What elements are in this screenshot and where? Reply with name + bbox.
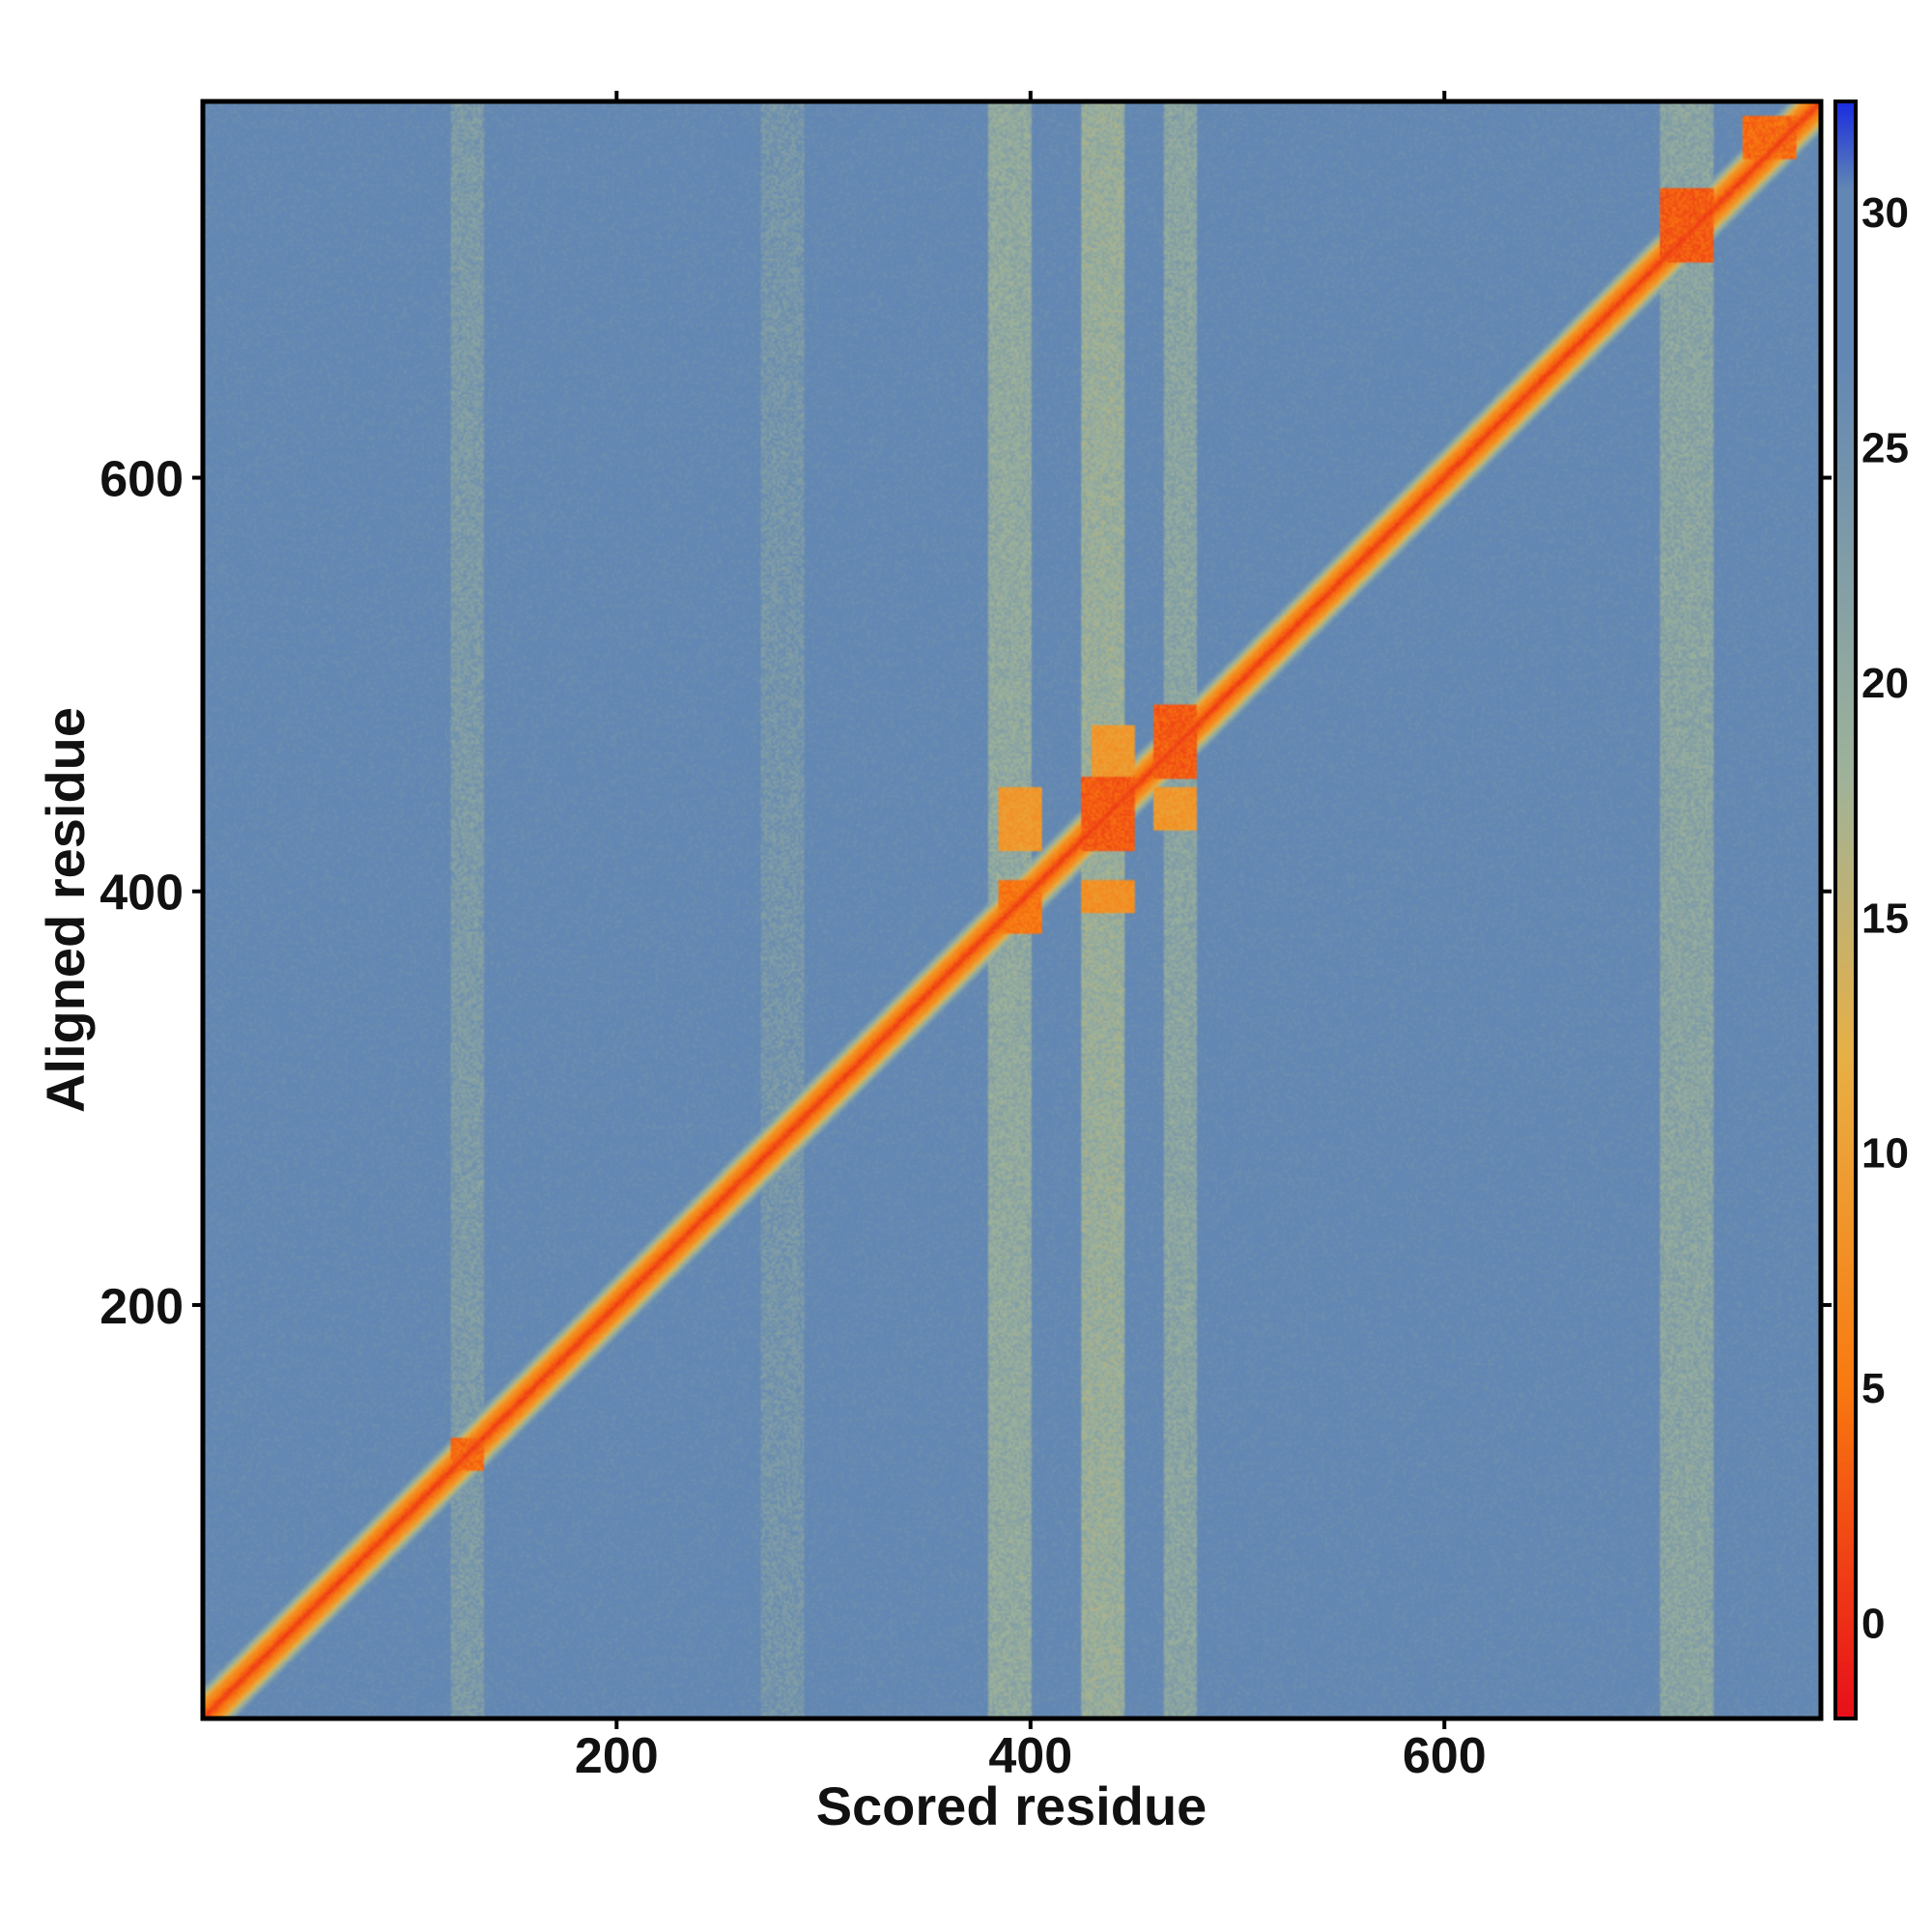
x-tick-label: 400	[988, 1728, 1072, 1784]
y-axis-label: Aligned residue	[35, 707, 96, 1113]
x-axis-top-ticks	[614, 91, 1447, 101]
heatmap-cells	[205, 103, 1819, 1717]
y-axis-ticks: 200 400 600	[99, 452, 203, 1335]
y-tick-label: 200	[99, 1279, 184, 1335]
colorbar-tick-label: 0	[1861, 1601, 1885, 1648]
x-axis-label: Scored residue	[816, 1776, 1208, 1836]
x-tick-label: 200	[575, 1728, 659, 1784]
colorbar-ticks: 0 5 10 15 20 25 30	[1861, 189, 1909, 1648]
colorbar-tick-label: 25	[1861, 424, 1909, 471]
colorbar-gradient	[1837, 103, 1854, 1717]
colorbar-tick-label: 10	[1861, 1130, 1909, 1178]
colorbar-tick-label: 15	[1861, 895, 1909, 942]
colorbar-tick-label: 5	[1861, 1365, 1885, 1412]
x-tick-label: 600	[1403, 1728, 1487, 1784]
y-tick-label: 400	[99, 866, 184, 922]
colorbar-frame	[1833, 99, 1858, 1720]
colorbar-tick-label: 20	[1861, 660, 1909, 707]
colorbar-tick-label: 30	[1861, 189, 1909, 237]
y-tick-label: 600	[99, 452, 184, 508]
y-axis-right-ticks	[1821, 475, 1832, 1307]
plot-frame	[200, 99, 1824, 1721]
x-axis-ticks: 200 400 600	[575, 1719, 1487, 1784]
